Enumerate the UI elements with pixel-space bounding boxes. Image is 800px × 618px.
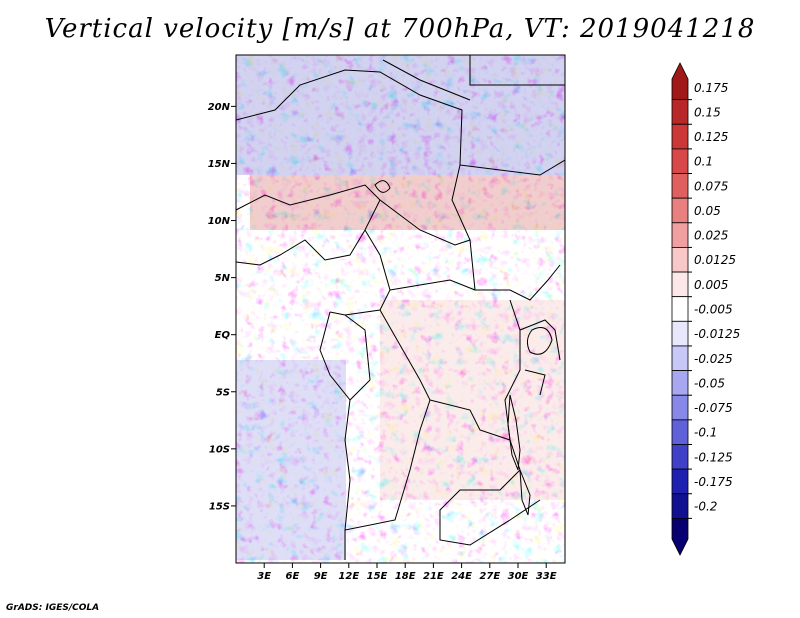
colorbar-segment	[671, 271, 689, 298]
lat-tick-label: 10N	[208, 216, 231, 227]
colorbar-label: -0.05	[694, 376, 725, 390]
colorbar-segment	[671, 444, 689, 470]
colorbar-segment	[671, 419, 689, 445]
colorbar-label: -0.125	[694, 450, 733, 464]
colorbar-label: -0.175	[694, 475, 733, 489]
colorbar-label: -0.0125	[694, 327, 740, 341]
grads-credit: GrADS: IGES/COLA	[6, 603, 100, 613]
latitude-axis: 20N 15N 10N 5N EQ 5S 10S 15S	[208, 102, 236, 512]
colorbar-label: -0.075	[694, 401, 733, 415]
colorbar: 0.175 0.15 0.125 0.1 0.075 0.05 0.025 0.0125 0.0…	[671, 62, 740, 556]
lon-tick-label: 15E	[367, 571, 388, 582]
lon-tick-label: 3E	[257, 571, 271, 582]
lon-tick-label: 27E	[479, 571, 500, 582]
colorbar-segment	[671, 62, 689, 101]
colorbar-label: -0.025	[694, 352, 733, 366]
colorbar-segment	[671, 173, 689, 199]
lon-tick-label: 33E	[536, 571, 557, 582]
colorbar-label: 0.15	[694, 105, 721, 119]
colorbar-label: -0.2	[694, 500, 717, 514]
colorbar-segment	[671, 493, 689, 519]
lon-tick-label: 6E	[286, 571, 300, 582]
lon-tick-label: 24E	[451, 571, 472, 582]
colorbar-label: 0.005	[694, 278, 728, 292]
vertical-velocity-field	[236, 55, 565, 563]
colorbar-label: 0.025	[694, 229, 728, 243]
lon-tick-label: 9E	[314, 571, 328, 582]
map-frame	[235, 54, 566, 564]
colorbar-segment	[671, 99, 689, 125]
colorbar-label: -0.1	[694, 426, 717, 440]
colorbar-label: -0.005	[694, 303, 733, 317]
colorbar-segment	[671, 123, 689, 150]
colorbar-segment	[671, 345, 689, 371]
lon-tick-label: 21E	[423, 571, 444, 582]
lon-tick-label: 18E	[395, 571, 416, 582]
lat-tick-label: EQ	[215, 330, 231, 341]
colorbar-label: 0.075	[694, 179, 728, 193]
colorbar-segment	[671, 320, 689, 347]
colorbar-segment	[671, 517, 689, 556]
lat-tick-label: 5S	[216, 387, 230, 398]
colorbar-label: 0.125	[694, 130, 728, 144]
lat-tick-label: 5N	[215, 273, 231, 284]
colorbar-label: 0.175	[694, 81, 728, 95]
lat-tick-label: 15S	[209, 501, 230, 512]
colorbar-segment	[671, 222, 689, 248]
colorbar-segment	[671, 468, 689, 495]
lat-tick-label: 10S	[209, 444, 230, 455]
colorbar-label: 0.0125	[694, 253, 736, 267]
lakes	[374, 180, 553, 516]
lat-tick-label: 20N	[208, 102, 231, 113]
country-borders	[236, 55, 565, 560]
colorbar-label: 0.05	[694, 204, 721, 218]
colorbar-label: 0.1	[694, 155, 713, 169]
colorbar-segment	[671, 296, 689, 322]
colorbar-segment	[671, 394, 689, 421]
colorbar-segment	[671, 247, 689, 273]
colorbar-segment	[671, 148, 689, 174]
colorbar-segment	[671, 370, 689, 396]
chart-title: Vertical velocity [m/s] at 700hPa, VT: 2…	[44, 14, 756, 44]
lon-tick-label: 12E	[338, 571, 359, 582]
longitude-axis: 3E 6E 9E 12E 15E 18E 21E 24E 27E 30E 33E	[257, 563, 557, 582]
lon-tick-label: 30E	[508, 571, 529, 582]
lat-tick-label: 15N	[208, 159, 231, 170]
colorbar-segment	[671, 197, 689, 224]
